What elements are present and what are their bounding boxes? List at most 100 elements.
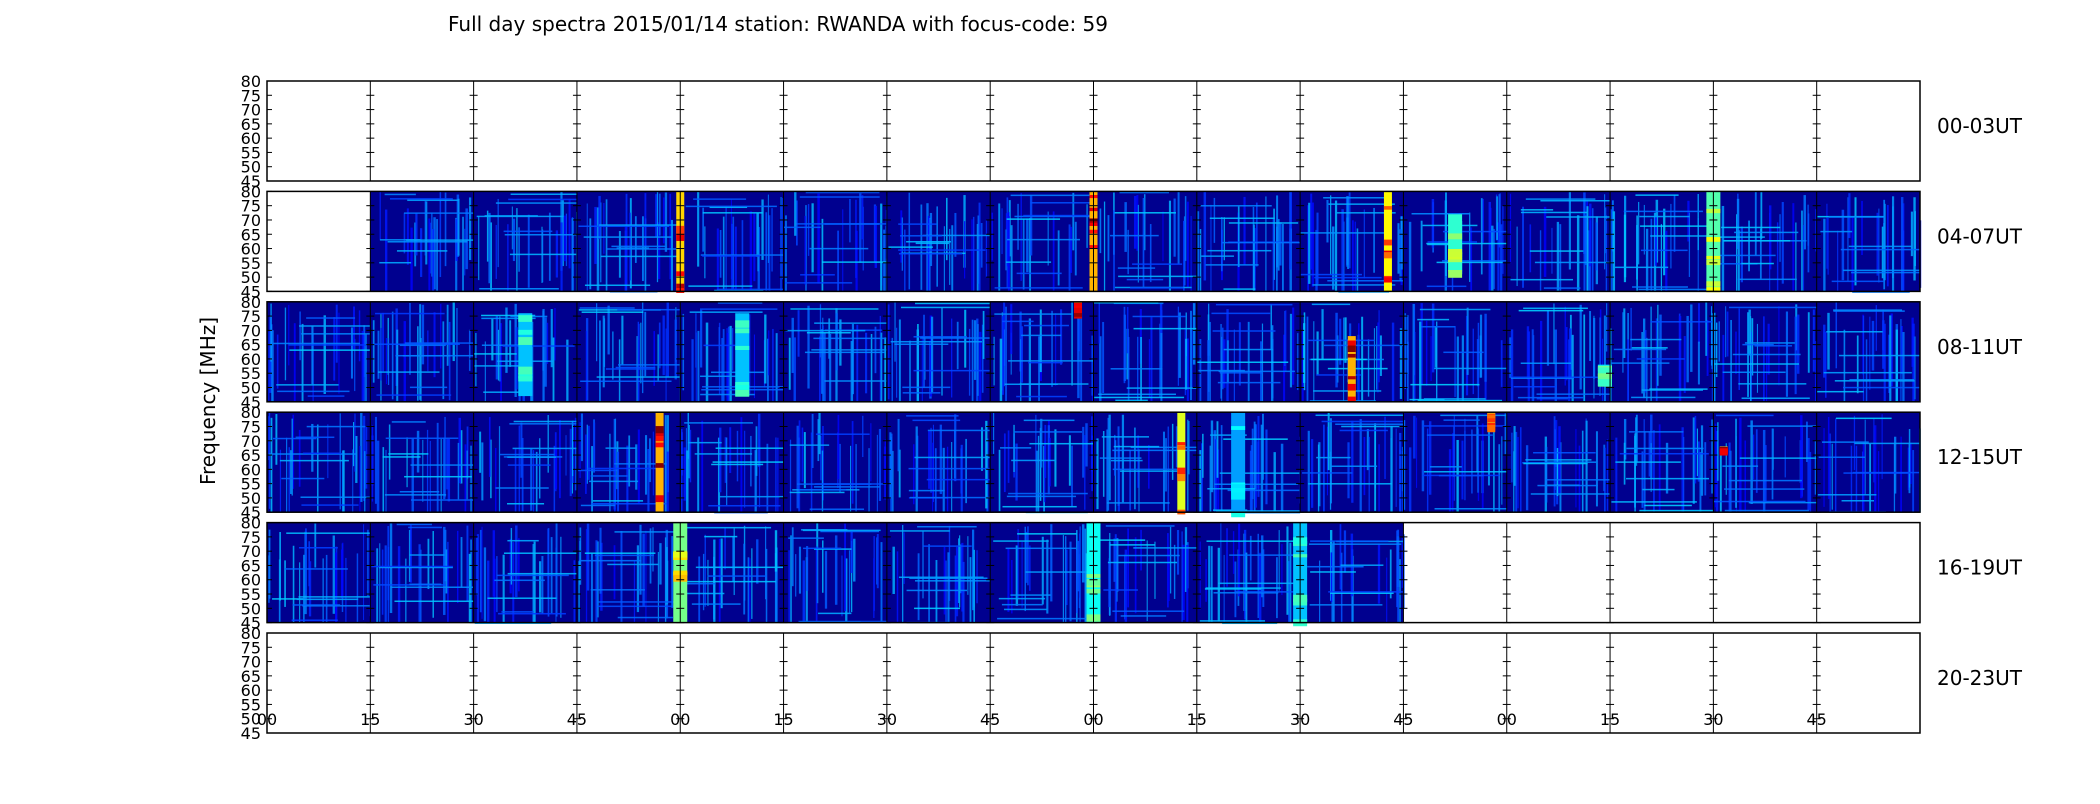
streak-mark [1579, 304, 1582, 390]
streak-mark [1203, 191, 1207, 281]
streak-mark [1606, 439, 1609, 511]
streak-mark [1419, 321, 1422, 402]
burst-core [1487, 414, 1496, 419]
streak-mark [1556, 221, 1560, 292]
band-mark [584, 284, 651, 287]
streak-mark [507, 224, 509, 292]
band-mark [404, 342, 474, 344]
band-mark [1227, 489, 1300, 492]
streak-mark [1243, 529, 1247, 620]
streak-mark [1318, 442, 1321, 507]
streak-mark [1784, 436, 1786, 478]
streak-mark [1681, 427, 1684, 513]
streak-mark [466, 525, 469, 601]
streak-mark [1655, 318, 1658, 402]
streak-mark [949, 228, 951, 285]
band-mark [1820, 230, 1853, 233]
band-mark [1513, 385, 1557, 388]
streak-mark [878, 428, 882, 501]
band-mark [814, 322, 887, 324]
streak-mark [874, 205, 878, 268]
burst-core [1231, 491, 1246, 500]
band-mark [611, 245, 666, 248]
spectrogram-segment [783, 301, 887, 402]
streak-mark [1389, 549, 1392, 599]
streak-mark [539, 438, 541, 499]
spectrogram-segment [576, 301, 682, 402]
band-mark [1518, 309, 1584, 312]
streak-mark [758, 439, 761, 508]
streak-mark [1182, 220, 1185, 292]
streak-mark [1736, 198, 1740, 250]
streak-mark [774, 553, 777, 623]
streak-mark [1673, 194, 1676, 252]
streak-mark [484, 341, 486, 402]
x-tick-label: 45 [1393, 710, 1413, 729]
band-mark [1828, 216, 1885, 218]
streak-mark [724, 437, 727, 483]
streak-mark [546, 322, 549, 364]
band-mark [689, 311, 763, 313]
streak-mark [518, 227, 520, 272]
streak-mark [1807, 312, 1810, 373]
streak-mark [1654, 215, 1657, 266]
band-mark [382, 456, 421, 458]
band-mark [701, 308, 778, 310]
band-mark [917, 525, 977, 528]
streak-mark [822, 540, 824, 593]
band-mark [1198, 369, 1245, 372]
band-mark [288, 344, 367, 346]
streak-mark [1177, 191, 1180, 265]
band-mark [1849, 379, 1914, 381]
streak-mark [747, 557, 750, 623]
streak-mark [768, 330, 770, 376]
spectrogram-segment [1506, 412, 1612, 513]
band-mark [1313, 390, 1382, 392]
row-frame [266, 411, 1921, 513]
streak-mark [520, 422, 523, 478]
streak-mark [595, 303, 598, 362]
band-mark [1644, 504, 1692, 507]
row-label: 08-11UT [1937, 335, 2023, 359]
spectrogram-segment [1300, 412, 1404, 513]
streak-mark [418, 544, 421, 623]
band-mark [1021, 334, 1062, 337]
streak-mark [1827, 217, 1829, 275]
band-mark [388, 453, 429, 455]
streak-mark [764, 526, 767, 600]
band-mark [1650, 235, 1714, 237]
streak-mark [876, 533, 879, 589]
band-mark [898, 252, 963, 255]
spectrogram-segment [1403, 301, 1507, 402]
band-mark [1023, 419, 1075, 422]
streak-mark [820, 435, 822, 481]
streak-mark [1041, 536, 1044, 605]
streak-mark [1559, 224, 1562, 292]
streak-mark [1035, 414, 1037, 463]
streak-mark [596, 207, 600, 292]
streak-mark [641, 302, 644, 394]
streak-mark [1054, 429, 1057, 487]
streak-mark [1482, 198, 1484, 243]
streak-mark [686, 450, 689, 513]
streak-mark [658, 193, 661, 236]
streak-mark [1711, 313, 1714, 370]
streak-mark [855, 199, 857, 278]
streak-mark [573, 560, 576, 623]
streak-mark [1330, 195, 1332, 276]
band-mark [507, 464, 551, 466]
streak-mark [1589, 311, 1592, 361]
streak-mark [1134, 537, 1137, 614]
band-mark [1029, 442, 1094, 445]
band-mark [1093, 302, 1159, 304]
streak-mark [928, 544, 930, 623]
streak-mark [591, 446, 593, 513]
streak-mark [1107, 417, 1110, 511]
streak-mark [1276, 195, 1279, 268]
streak-mark [1881, 226, 1884, 279]
streak-mark [276, 334, 279, 389]
burst-core [1177, 472, 1186, 476]
band-mark [902, 386, 951, 389]
band-mark [509, 253, 577, 256]
